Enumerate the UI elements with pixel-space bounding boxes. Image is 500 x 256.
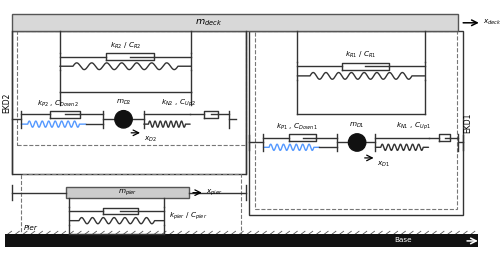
- Text: $m_{D2}$: $m_{D2}$: [116, 98, 132, 107]
- Bar: [21, 174, 242, 234]
- Text: EKD2: EKD2: [2, 93, 12, 113]
- Text: $x_G$: $x_G$: [482, 236, 492, 246]
- Bar: [12, 31, 246, 174]
- Bar: [255, 31, 458, 209]
- Circle shape: [115, 111, 132, 128]
- Text: Base: Base: [394, 238, 412, 243]
- Text: $m_{pier}$: $m_{pier}$: [118, 187, 137, 198]
- Circle shape: [348, 134, 366, 151]
- Text: $m_{D1}$: $m_{D1}$: [350, 121, 365, 130]
- Bar: [66, 187, 189, 198]
- Text: $k_{P1}$ , $C_{Down1}$: $k_{P1}$ , $C_{Down1}$: [276, 122, 318, 132]
- Bar: [5, 234, 478, 247]
- Bar: [18, 31, 246, 145]
- Text: $k_{N1}$ , $C_{Up1}$: $k_{N1}$ , $C_{Up1}$: [396, 120, 430, 132]
- Text: $k_{R1}$ / $C_{R1}$: $k_{R1}$ / $C_{R1}$: [345, 50, 376, 60]
- Text: $x_{D1}$: $x_{D1}$: [378, 160, 390, 169]
- Text: $m_{deck}$: $m_{deck}$: [194, 18, 222, 28]
- Text: $k_{N2}$ , $C_{Up2}$: $k_{N2}$ , $C_{Up2}$: [161, 97, 196, 109]
- Text: $x_{pier}$: $x_{pier}$: [206, 187, 222, 198]
- Text: Pier: Pier: [24, 225, 38, 231]
- Text: EKD1: EKD1: [464, 113, 472, 133]
- Bar: [249, 31, 464, 215]
- Text: $k_{P2}$ , $C_{Down2}$: $k_{P2}$ , $C_{Down2}$: [37, 99, 79, 109]
- Text: $x_{deck}$: $x_{deck}$: [482, 18, 500, 27]
- Text: $k_{R2}$ / $C_{R2}$: $k_{R2}$ / $C_{R2}$: [110, 41, 141, 51]
- Bar: [12, 14, 458, 31]
- Text: $x_{D2}$: $x_{D2}$: [144, 135, 157, 144]
- Text: $k_{pier}$ / $C_{pier}$: $k_{pier}$ / $C_{pier}$: [169, 210, 207, 222]
